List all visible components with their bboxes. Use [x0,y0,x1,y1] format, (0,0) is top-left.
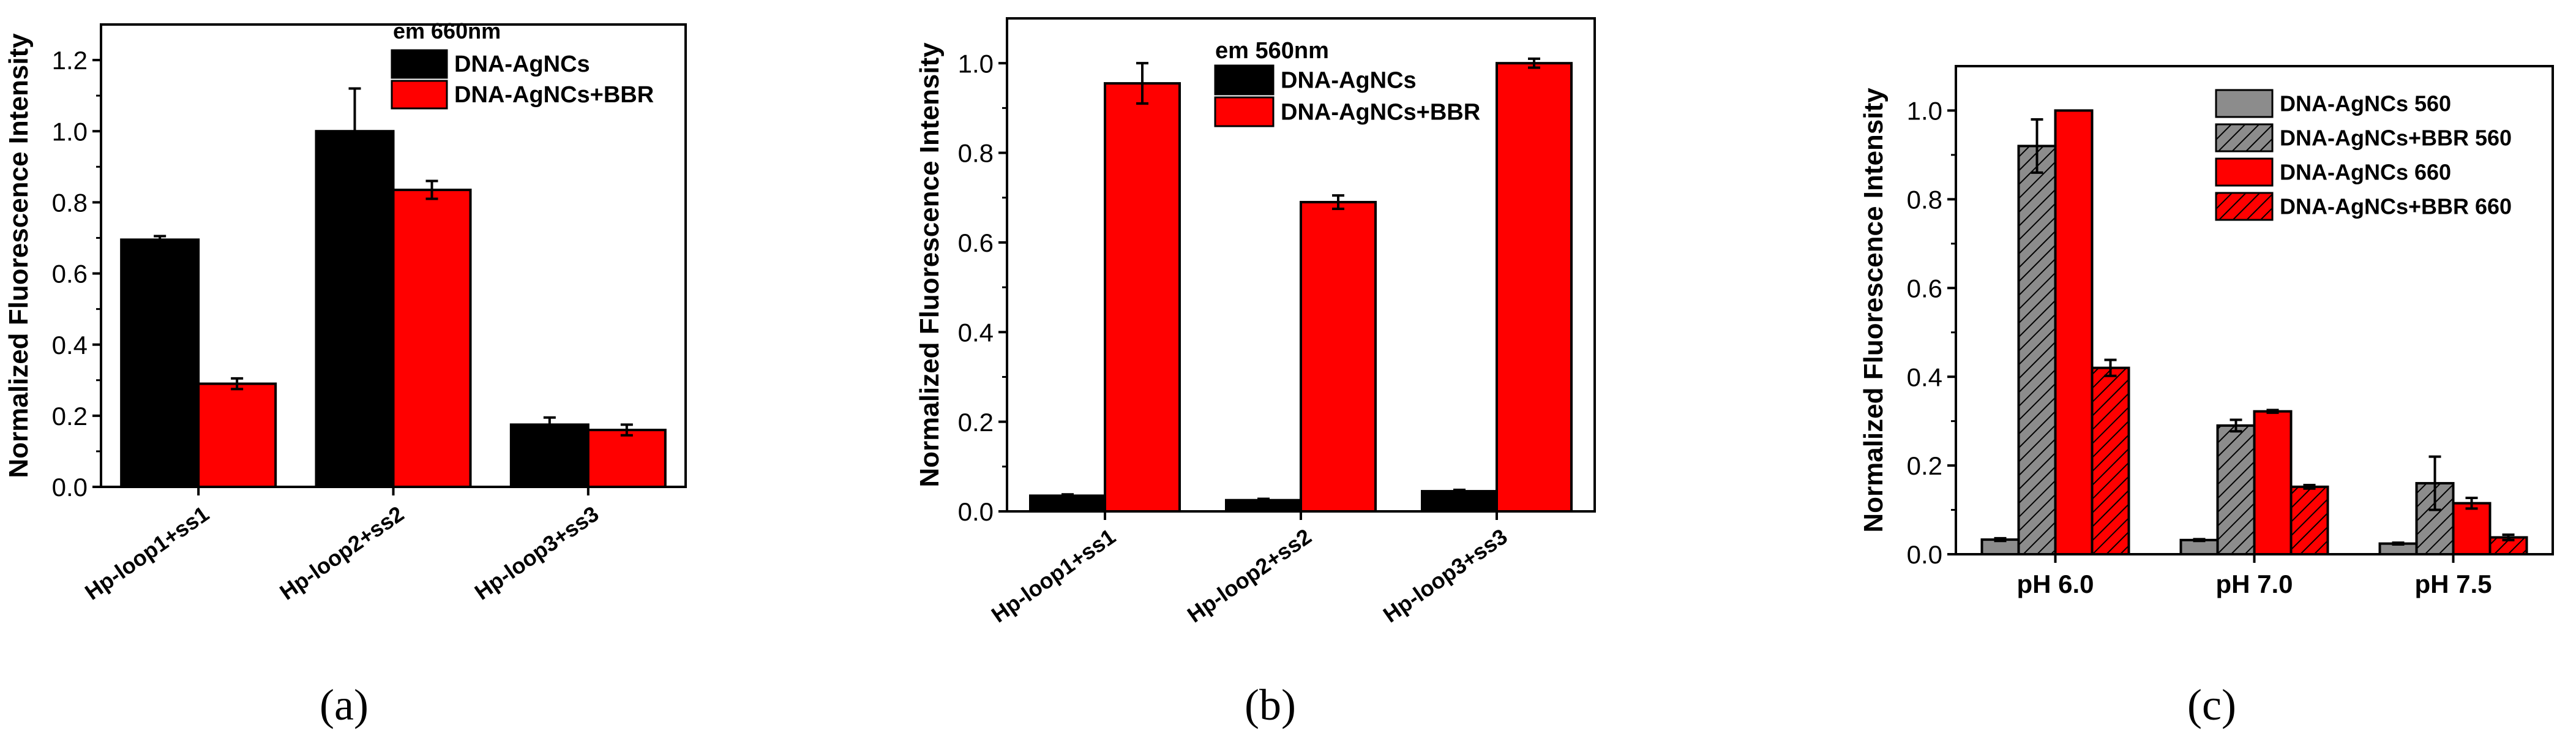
panel-a-ylabel: Normalized Fluorescence Intensity [4,33,34,478]
panel-b-legend-title: em 560nm [1215,38,1329,64]
panel-a-bar [509,423,590,488]
panel-a-category-label: Hp-loop2+ss2 [275,501,408,605]
panel-c-legend-swatch [2215,192,2274,221]
panel-c-ytick-label: 0.4 [1907,363,1942,391]
panel-a-category-label: Hp-loop1+ss1 [80,501,214,605]
panel-c-caption: (c) [2187,680,2236,729]
panel-a-ytick-label: 0.8 [52,189,88,217]
panel-c-bar [2179,538,2219,556]
panel-c-ytick-label: 0.0 [1907,540,1942,569]
panel-a-legend-swatch [391,80,448,110]
panel-c-chart: 0.0 0.2 0.4 0.6 0.8 1.0 Normalized Fluorescenc… [1859,65,2554,598]
panel-a-ytick-label: 0.2 [52,402,88,431]
panel-c-legend-label: DNA-AgNCs 560 [2280,91,2451,116]
panel-a-bar [586,429,667,488]
panel-c-ytick-label: 0.8 [1907,185,1942,214]
panel-c-bar [2091,366,2130,555]
panel-a-ytick-label: 0.6 [52,260,88,288]
panel-a-legend-label: DNA-AgNCs [454,51,590,77]
panel-c-bar [2452,502,2492,555]
panel-b-ytick-label: 0.0 [958,497,994,526]
panel-b-ylabel: Normalized Fluorescence Intensity [915,42,945,487]
panel-b-ytick-label: 0.2 [958,408,994,437]
panel-b-bar [1104,82,1181,513]
panel-c-category-label: pH 7.0 [2215,570,2293,598]
panel-b-caption: (b) [1245,680,1296,729]
panel-a-legend-swatch [391,49,448,79]
panel-b-legend-label: DNA-AgNCs+BBR [1281,100,1480,126]
panel-b-category-label: Hp-loop2+ss2 [1183,524,1316,628]
panel-c-ytick-label: 1.0 [1907,97,1942,126]
panel-b-legend-swatch [1214,64,1275,96]
panel-c-bar [2290,485,2329,555]
panel-c-legend-label: DNA-AgNCs 660 [2280,159,2451,184]
panel-b-bar [1496,62,1573,513]
panel-a-caption: (a) [320,680,369,729]
panel-a-ytick-label: 0.0 [52,473,88,502]
panel-c-bar [2253,410,2293,555]
panel-b-ytick-label: 0.8 [958,139,994,168]
panel-c-legend-label: DNA-AgNCs+BBR 660 [2280,194,2512,219]
panel-c-ylabel: Normalized Fluorescence Intensity [1859,88,1889,533]
panel-c-legend-swatch [2215,123,2274,152]
panel-a-bar [315,130,395,488]
panel-a-legend-label: DNA-AgNCs+BBR [454,82,654,108]
panel-b-bar [1300,201,1377,513]
panel-c-bar [2054,109,2094,556]
panel-b-chart: 0.0 0.2 0.4 0.6 0.8 1.0 Normalized Fluorescenc… [915,17,1596,628]
panel-b-ytick-label: 1.0 [958,49,994,78]
panel-c-ytick-label: 0.2 [1907,451,1942,480]
panel-b-legend-swatch [1214,96,1275,127]
panel-c-legend-swatch [2215,89,2274,118]
panel-a-bar [197,382,277,488]
panel-a-ytick-label: 1.2 [52,46,88,75]
panel-a-bar [392,189,472,488]
panel-a-category-label: Hp-loop3+ss3 [470,501,604,605]
panel-c-legend-swatch [2215,157,2274,187]
panel-b-category-label: Hp-loop3+ss3 [1379,524,1512,628]
panel-c-legend-label: DNA-AgNCs+BBR 560 [2280,125,2512,150]
panel-a-chart: 0.0 0.2 0.4 0.6 0.8 1.0 1.2 Normalized Fluoresc… [4,18,687,605]
panel-a-ytick-label: 0.4 [52,331,88,359]
panel-c-ytick-label: 0.6 [1907,274,1942,303]
panel-a-legend-title: em 660nm [393,18,501,43]
panel-a-bar [120,238,200,488]
panel-b-bar [1421,490,1498,513]
panel-c-bar [2017,145,2057,556]
panel-c-category-label: pH 6.0 [2016,570,2094,598]
panel-b-ytick-label: 0.6 [958,228,994,257]
panel-c-bar [2216,424,2256,556]
panel-b-legend-label: DNA-AgNCs [1281,68,1417,94]
panel-c-category-label: pH 7.5 [2414,570,2492,598]
panel-b-ytick-label: 0.4 [958,318,994,347]
panel-b-category-label: Hp-loop1+ss1 [987,524,1120,628]
panel-a-ytick-label: 1.0 [52,117,88,146]
